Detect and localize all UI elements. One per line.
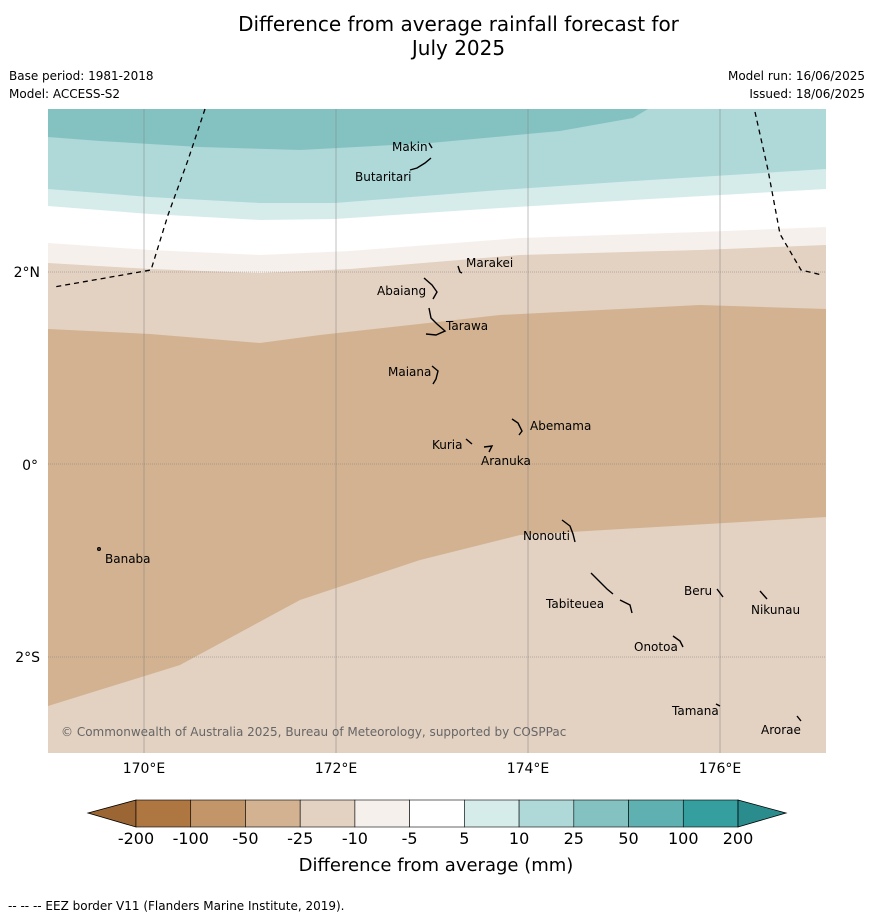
- latitude-labels: 2°N 0° 2°S: [14, 265, 41, 666]
- island-tabiteuea: [590, 572, 633, 614]
- island-aranuka: [483, 445, 494, 453]
- lon-label-176e: 176°E: [699, 761, 742, 777]
- map-title: Difference from average rainfall forecas…: [0, 12, 873, 60]
- label-marakei: Marakei: [466, 256, 513, 270]
- island-kuria: [465, 438, 473, 445]
- title-line-1: Difference from average rainfall forecas…: [238, 12, 679, 36]
- eez-line-east: [754, 111, 823, 276]
- place-labels: Makin Butaritari Marakei Abaiang Tarawa …: [105, 140, 801, 737]
- island-nikunau: [759, 590, 768, 600]
- island-marakei: [457, 265, 463, 274]
- label-abemama: Abemama: [530, 419, 591, 433]
- island-beru: [716, 588, 724, 598]
- colorbar-tick-label: -100: [173, 829, 209, 848]
- colorbar-tick-label: -200: [118, 829, 154, 848]
- model-run: Model run: 16/06/2025: [727, 69, 865, 83]
- model-name: Model: ACCESS-S2: [9, 87, 121, 101]
- colorbar-cell: [409, 799, 465, 828]
- meta-right: Model run: 16/06/2025 Issued: 18/06/2025: [728, 67, 865, 103]
- label-butaritari: Butaritari: [355, 170, 412, 184]
- label-banaba: Banaba: [105, 552, 151, 566]
- eez-border: [53, 108, 823, 288]
- label-nikunau: Nikunau: [751, 603, 800, 617]
- base-period: Base period: 1981-2018: [9, 69, 154, 83]
- label-makin: Makin: [392, 140, 428, 154]
- longitude-labels: 170°E 172°E 174°E 176°E: [123, 761, 742, 777]
- island-tarawa: [425, 307, 447, 336]
- colorbar-cell: [190, 799, 246, 828]
- island-abemama: [511, 418, 523, 436]
- colorbar-tick-label: -50: [232, 829, 258, 848]
- colorbar-cell: [573, 799, 629, 828]
- island-nonouti: [561, 519, 576, 543]
- colorbar: -200 -100 -50 -25 -10 -5 5 10 25 50 100 200 Differe…: [86, 799, 788, 876]
- colorbar-cell: [135, 799, 192, 828]
- colorbar-tick-label: 25: [564, 829, 584, 848]
- graticule: [48, 109, 826, 753]
- colorbar-title: Difference from average (mm): [299, 855, 574, 876]
- meta-left: Base period: 1981-2018 Model: ACCESS-S2: [9, 67, 154, 103]
- island-butaritari: [409, 157, 432, 171]
- island-arorae: [796, 715, 802, 722]
- island-tamana: [715, 703, 721, 707]
- label-arorae: Arorae: [761, 723, 801, 737]
- colorbar-tick-label: 200: [723, 829, 754, 848]
- colorbar-cell: [682, 799, 739, 828]
- colorbar-cell: [518, 799, 575, 828]
- island-onotoa: [672, 635, 684, 648]
- lon-label-174e: 174°E: [507, 761, 550, 777]
- rainfall-bands: [48, 109, 826, 753]
- islands: [96, 142, 802, 722]
- eez-line-west: [53, 108, 206, 288]
- band-plus-25: [48, 109, 648, 150]
- lat-label-2s: 2°S: [15, 650, 40, 666]
- colorbar-cell: [354, 799, 410, 828]
- colorbar-cell: [464, 799, 520, 828]
- colorbar-cell: [299, 799, 356, 828]
- eez-legend-note: -- -- -- EEZ border V11 (Flanders Marine…: [8, 899, 345, 913]
- island-maiana: [431, 365, 439, 385]
- colorbar-over-arrow: [737, 799, 788, 828]
- colorbar-under-arrow: [86, 799, 137, 828]
- label-kuria: Kuria: [432, 438, 463, 452]
- label-onotoa: Onotoa: [634, 640, 678, 654]
- label-tabiteuea: Tabiteuea: [545, 597, 604, 611]
- copyright-notice: © Commonwealth of Australia 2025, Bureau…: [61, 725, 566, 739]
- label-maiana: Maiana: [388, 365, 431, 379]
- colorbar-cells: [135, 799, 739, 828]
- colorbar-tick-label: 100: [668, 829, 699, 848]
- colorbar-tick-label: 50: [618, 829, 638, 848]
- colorbar-cell: [245, 799, 301, 828]
- label-abaiang: Abaiang: [377, 284, 426, 298]
- lon-label-172e: 172°E: [315, 761, 358, 777]
- colorbar-tick-labels: -200 -100 -50 -25 -10 -5 5 10 25 50 100 200: [118, 829, 753, 848]
- colorbar-tick-label: -10: [342, 829, 368, 848]
- label-tarawa: Tarawa: [445, 319, 488, 333]
- island-abaiang: [423, 277, 438, 300]
- lon-label-170e: 170°E: [123, 761, 166, 777]
- label-tamana: Tamana: [671, 704, 719, 718]
- issued-date: Issued: 18/06/2025: [749, 87, 865, 101]
- label-nonouti: Nonouti: [523, 529, 570, 543]
- colorbar-cell: [628, 799, 684, 828]
- colorbar-tick-label: -25: [287, 829, 313, 848]
- lat-label-2n: 2°N: [14, 265, 40, 281]
- island-makin: [428, 142, 433, 149]
- island-banaba: [96, 547, 101, 552]
- label-aranuka: Aranuka: [481, 454, 531, 468]
- colorbar-tick-label: 10: [509, 829, 529, 848]
- label-beru: Beru: [684, 584, 712, 598]
- title-line-2: July 2025: [411, 36, 506, 60]
- lat-label-0: 0°: [22, 458, 38, 474]
- colorbar-tick-label: 5: [459, 829, 469, 848]
- colorbar-tick-label: -5: [402, 829, 418, 848]
